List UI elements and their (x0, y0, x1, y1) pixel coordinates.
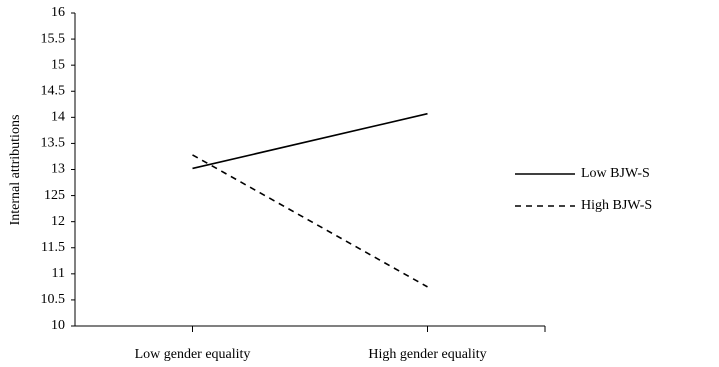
y-tick-label: 11.5 (41, 240, 65, 255)
y-tick-label: 10.5 (41, 292, 66, 307)
legend-label: High BJW-S (581, 198, 652, 213)
y-tick-label: 10 (51, 318, 65, 333)
legend-label: Low BJW-S (581, 166, 650, 181)
y-tick-label: 11 (52, 266, 65, 281)
y-tick-label: 14.5 (41, 83, 66, 98)
y-tick-label: 13.5 (41, 136, 66, 151)
y-tick-label: 16 (51, 5, 65, 20)
x-tick-label: High gender equality (368, 347, 486, 362)
y-tick-label: 13 (51, 162, 65, 177)
y-axis-label: Internal attributions (8, 115, 23, 226)
y-tick-label: 15 (51, 57, 65, 72)
y-tick-label: 125 (44, 188, 65, 203)
series-line (192, 112, 428, 170)
y-tick-label: 15.5 (41, 31, 66, 46)
y-tick-label: 12 (51, 214, 65, 229)
y-tick-label: 14 (51, 110, 65, 125)
x-tick-label: Low gender equality (135, 347, 251, 362)
series-line (192, 154, 428, 288)
